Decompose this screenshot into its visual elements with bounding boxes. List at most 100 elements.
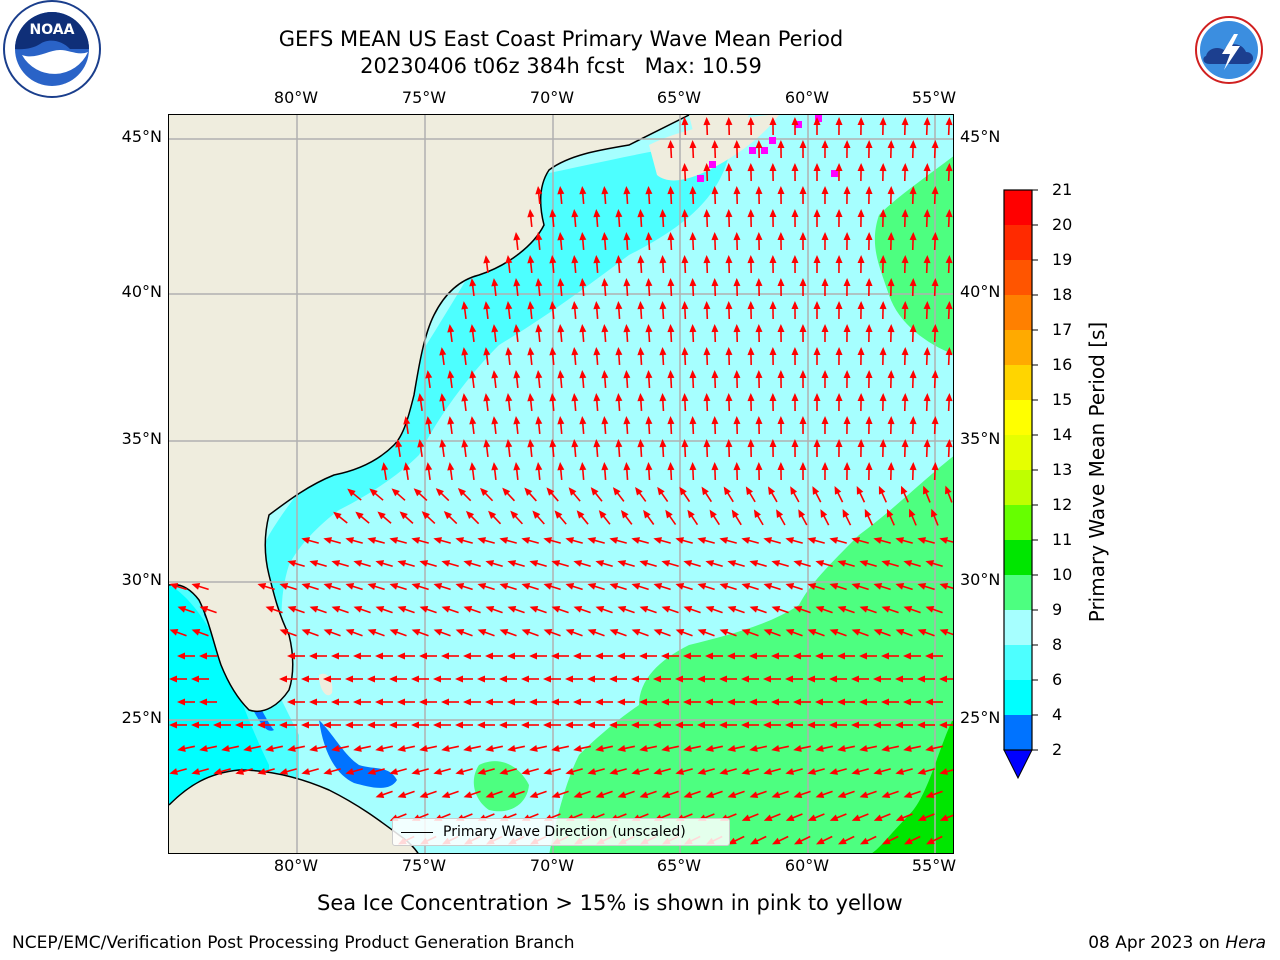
wave-direction-arrow (381, 462, 389, 481)
wave-direction-arrow (815, 790, 833, 798)
wave-direction-arrow (807, 629, 825, 637)
wave-direction-arrow (903, 744, 921, 752)
wave-direction-arrow (843, 370, 851, 389)
colorbar-tick-label: 19 (1052, 250, 1073, 269)
wave-direction-arrow (353, 652, 371, 660)
wave-direction-arrow (507, 652, 525, 660)
wave-direction-arrow (301, 629, 319, 637)
wave-direction-arrow (609, 721, 627, 729)
wave-direction-arrow (279, 721, 297, 729)
wave-direction-arrow (755, 416, 763, 435)
colorbar-segment (1004, 365, 1032, 400)
wave-direction-arrow (923, 393, 931, 412)
lon-label-bottom: 60°W (784, 856, 830, 875)
wave-direction-arrow (667, 140, 675, 159)
wave-direction-arrow (411, 768, 429, 775)
lat-label-left: 30°N (121, 570, 162, 589)
wave-direction-arrow (617, 744, 635, 752)
wave-direction-arrow (551, 560, 569, 568)
wave-direction-arrow (287, 606, 305, 614)
wave-direction-arrow (859, 698, 877, 706)
wave-direction-arrow (661, 698, 679, 706)
wave-direction-arrow (835, 347, 843, 366)
wave-direction-arrow (505, 301, 513, 320)
wave-direction-arrow (549, 209, 557, 228)
wave-direction-arrow (771, 744, 789, 752)
wave-direction-arrow (637, 347, 645, 366)
wave-direction-arrow (527, 301, 535, 320)
wave-direction-arrow (579, 232, 587, 251)
wave-direction-arrow (389, 768, 407, 775)
wave-direction-arrow (747, 163, 755, 182)
wave-direction-arrow (903, 698, 921, 706)
wave-direction-arrow (191, 675, 209, 683)
wave-direction-arrow (667, 232, 675, 251)
map-panel (168, 114, 954, 854)
colorbar-tick-label: 15 (1052, 390, 1073, 409)
wave-direction-arrow (527, 255, 535, 274)
wave-direction-arrow (821, 324, 829, 343)
wave-direction-arrow (287, 698, 305, 706)
wave-direction-arrow (667, 416, 675, 435)
wave-direction-arrow (443, 511, 458, 525)
wave-direction-arrow (703, 393, 711, 412)
wave-direction-arrow (590, 487, 603, 502)
wave-direction-arrow (441, 652, 459, 660)
colorbar-segment (1004, 575, 1032, 610)
sea-ice-marker (749, 147, 756, 154)
wave-direction-arrow (908, 508, 917, 526)
wave-direction-arrow (909, 324, 917, 343)
wave-direction-arrow (529, 652, 547, 660)
footer-date-text: 08 Apr 2023 on (1088, 933, 1220, 953)
wave-direction-arrow (901, 439, 909, 458)
colorbar-segment (1004, 260, 1032, 295)
wave-direction-arrow (879, 255, 887, 274)
wave-direction-arrow (309, 652, 327, 660)
wave-direction-arrow (791, 209, 799, 228)
wave-direction-arrow (643, 509, 655, 525)
wave-direction-arrow (177, 606, 195, 614)
wave-direction-arrow (843, 278, 851, 297)
wave-direction-arrow (565, 768, 583, 775)
wave-direction-arrow (565, 537, 583, 544)
wave-direction-arrow (455, 629, 473, 637)
wave-period-9-10-region (874, 156, 953, 355)
wave-direction-arrow (725, 117, 733, 136)
wave-direction-arrow (681, 393, 689, 412)
wave-direction-arrow (483, 393, 491, 412)
wave-direction-arrow (879, 209, 887, 228)
wave-direction-arrow (931, 324, 939, 343)
wave-direction-arrow (793, 698, 811, 706)
wave-direction-arrow (813, 163, 821, 182)
wave-direction-arrow (881, 835, 899, 845)
wave-direction-arrow (593, 209, 601, 228)
wave-direction-arrow (859, 560, 877, 568)
wave-direction-arrow (925, 560, 943, 568)
wave-direction-arrow (587, 721, 605, 729)
wave-direction-arrow (939, 629, 953, 636)
wave-direction-arrow (593, 393, 601, 412)
wave-direction-arrow (455, 583, 473, 591)
wave-direction-arrow (657, 486, 669, 502)
wave-period-10-11-region (872, 719, 953, 853)
wave-direction-arrow (483, 255, 491, 274)
wave-direction-arrow (527, 393, 535, 412)
wave-direction-arrow (353, 698, 371, 706)
wave-direction-arrow (843, 462, 851, 481)
wave-direction-arrow (615, 209, 623, 228)
wave-direction-arrow (411, 583, 429, 591)
wave-direction-arrow (257, 583, 275, 591)
wave-direction-arrow (235, 768, 253, 775)
wave-direction-arrow (931, 278, 939, 297)
legend-line-icon (401, 831, 433, 833)
wave-direction-arrow (857, 163, 865, 182)
sea-ice-marker (831, 170, 838, 177)
wave-direction-arrow (579, 370, 587, 389)
lat-label-left: 25°N (121, 708, 162, 727)
wave-direction-arrow (763, 675, 781, 683)
wave-direction-arrow (637, 209, 645, 228)
wave-direction-arrow (785, 537, 803, 544)
wave-direction-arrow (557, 278, 565, 297)
wave-direction-arrow (705, 560, 723, 568)
wave-direction-arrow (749, 744, 767, 752)
